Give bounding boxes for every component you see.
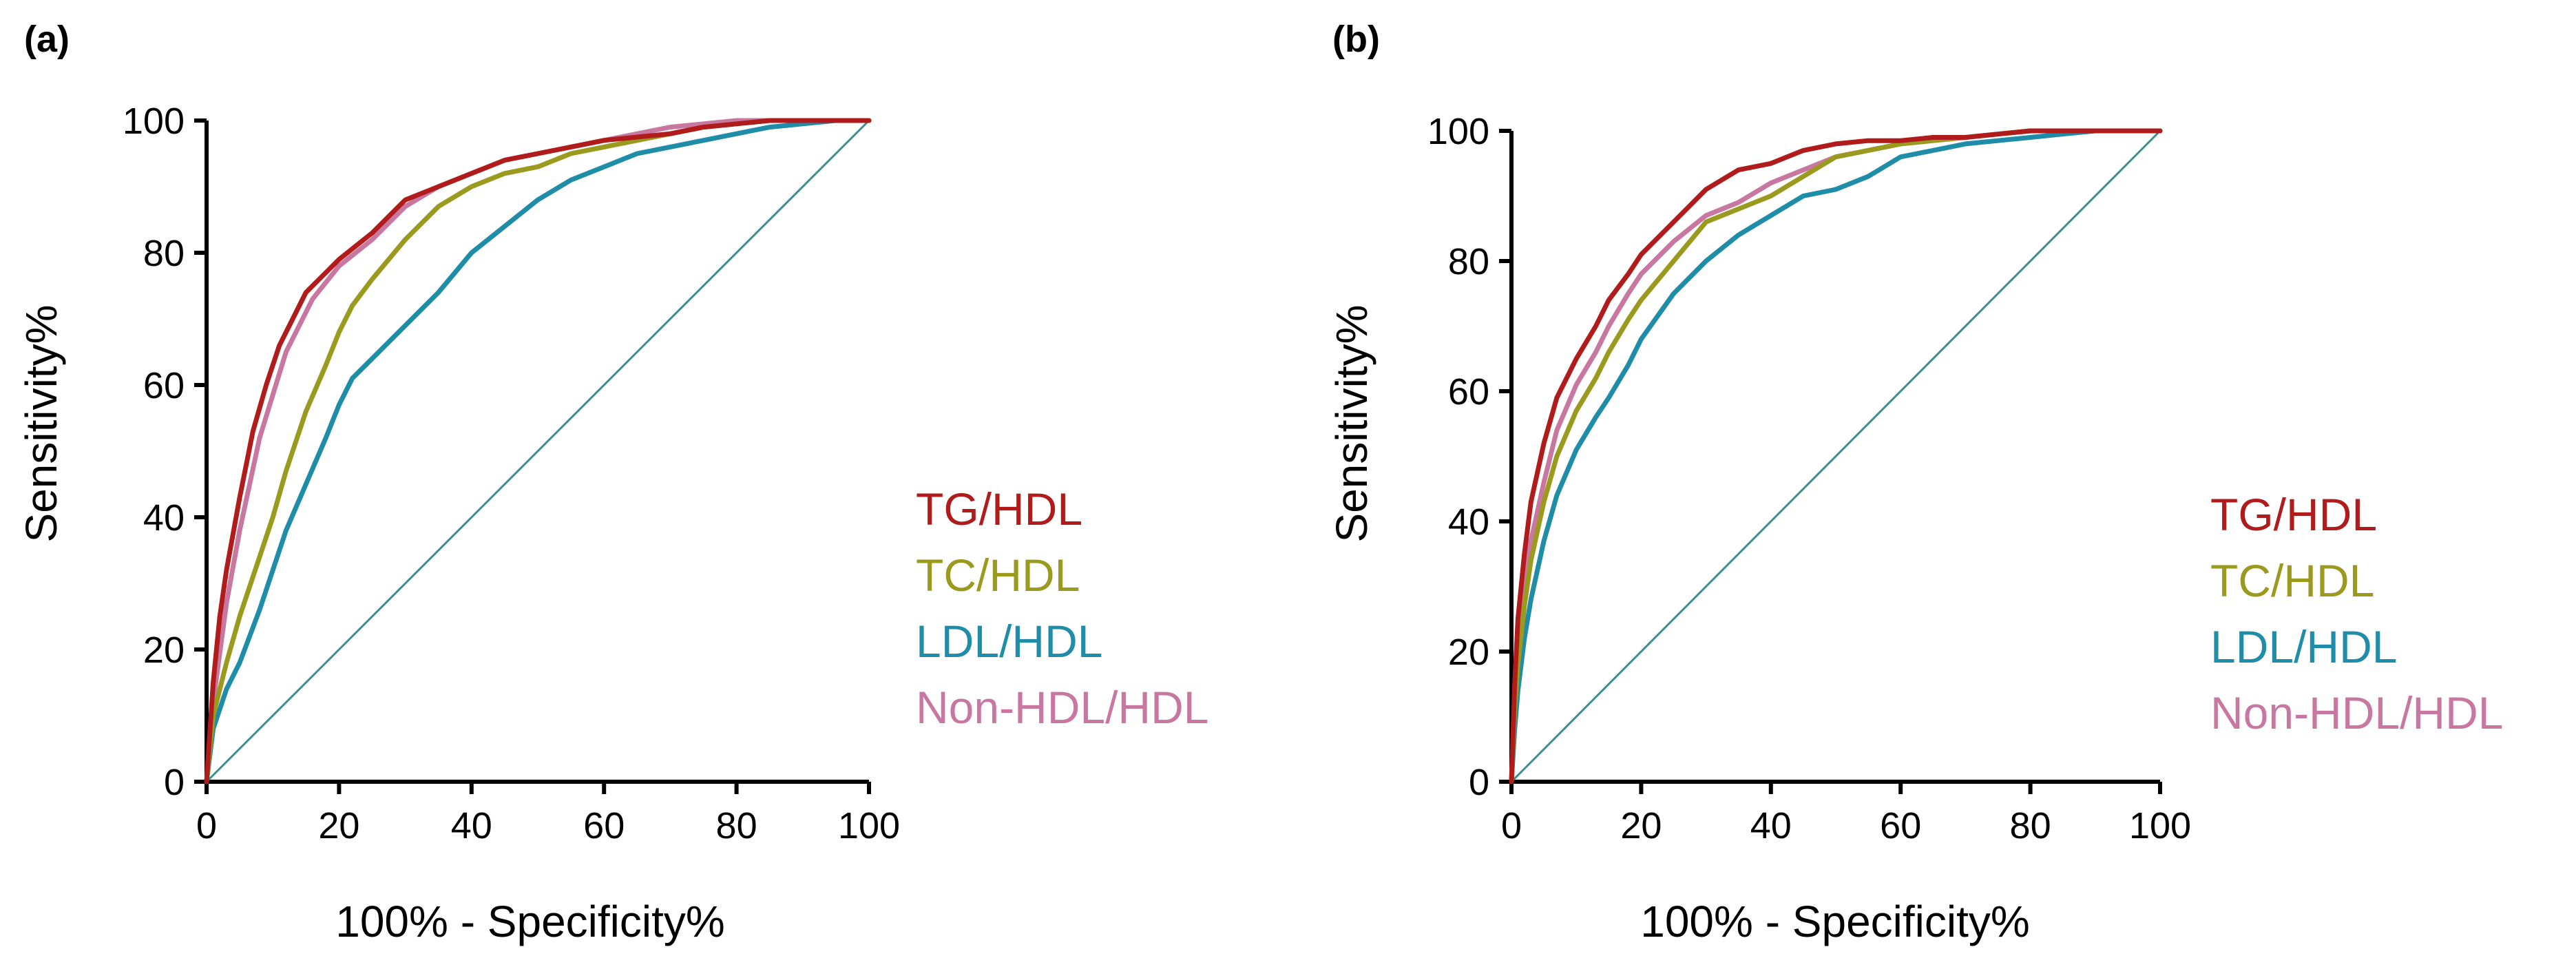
panel-b-plot: 0 20 40 60 80 100 0 20 40 60 80 100 bbox=[1427, 111, 2191, 846]
panel-a-legend-ldl-hdl: LDL/HDL bbox=[916, 616, 1102, 667]
panel-b-x-tick-label: 80 bbox=[2010, 805, 2051, 846]
panel-b-x-tick-label: 40 bbox=[1750, 805, 1792, 846]
panel-b-legend: TG/HDL TC/HDL LDL/HDL Non-HDL/HDL bbox=[2210, 489, 2503, 738]
panel-a-x-tick-label: 20 bbox=[318, 805, 359, 846]
panel-a-y-tick-label: 20 bbox=[143, 630, 185, 671]
panel-b-label: (b) bbox=[1332, 19, 1380, 60]
panel-a-y-tick-label: 0 bbox=[164, 762, 185, 803]
panel-a-reference-line bbox=[205, 119, 870, 783]
panel-a-plot: 0 20 40 60 80 100 0 20 40 60 80 100 bbox=[123, 101, 900, 846]
panel-b-x-tick-label: 20 bbox=[1620, 805, 1662, 846]
panel-b-legend-ldl-hdl: LDL/HDL bbox=[2210, 621, 2397, 672]
panel-a-x-tick-label: 100 bbox=[838, 805, 900, 846]
panel-b-y-tick-label: 20 bbox=[1448, 632, 1489, 673]
panel-a-y-tick-label: 80 bbox=[143, 233, 185, 274]
panel-b-y-tick-label: 40 bbox=[1448, 501, 1489, 543]
panel-a-legend-tc-hdl: TC/HDL bbox=[916, 550, 1080, 601]
panel-b-series-ldl-hdl bbox=[1509, 128, 2163, 784]
panel-a-series-ldl-hdl bbox=[204, 118, 872, 784]
panel-a-y-tick-label: 60 bbox=[143, 365, 185, 406]
panel-b: (b) 0 20 40 60 80 100 0 20 40 60 80 100 100% - Spec… bbox=[1327, 19, 2503, 946]
panel-a-y-tick-label: 100 bbox=[123, 101, 185, 142]
panel-b-y-tick-label: 0 bbox=[1469, 762, 1489, 803]
panel-b-y-tick-label: 100 bbox=[1427, 111, 1489, 152]
panel-b-series-tg-hdl bbox=[1509, 128, 2163, 784]
panel-b-y-tick-label: 80 bbox=[1448, 241, 1489, 282]
panel-b-legend-non-hdl-hdl: Non-HDL/HDL bbox=[2210, 687, 2503, 738]
panel-b-x-axis-title: 100% - Specificity% bbox=[1640, 897, 2030, 946]
panel-b-y-axis-title: Sensitivity% bbox=[1327, 305, 1376, 543]
panel-a-x-axis-title: 100% - Specificity% bbox=[335, 897, 725, 946]
panel-a-legend-non-hdl-hdl: Non-HDL/HDL bbox=[916, 682, 1208, 733]
panel-a-series-tg-hdl bbox=[204, 118, 872, 784]
panel-a-y-axis-title: Sensitivity% bbox=[17, 305, 66, 543]
panel-a-y-tick-label: 40 bbox=[143, 497, 185, 539]
panel-b-x-tick-label: 60 bbox=[1880, 805, 1921, 846]
panel-b-x-tick-label: 100 bbox=[2129, 805, 2191, 846]
panel-a-legend: TG/HDL TC/HDL LDL/HDL Non-HDL/HDL bbox=[916, 483, 1208, 733]
panel-a-x-tick-label: 0 bbox=[196, 805, 217, 846]
panel-a: (a) 0 20 40 60 80 100 0 20 40 60 80 100 100% - Spec… bbox=[17, 19, 1208, 946]
panel-b-legend-tc-hdl: TC/HDL bbox=[2210, 555, 2374, 606]
panel-b-y-tick-label: 60 bbox=[1448, 371, 1489, 413]
panel-b-reference-line bbox=[1510, 129, 2161, 783]
panel-a-legend-tg-hdl: TG/HDL bbox=[916, 483, 1082, 534]
panel-b-legend-tg-hdl: TG/HDL bbox=[2210, 489, 2377, 540]
panel-a-x-tick-label: 60 bbox=[583, 805, 625, 846]
panel-b-x-tick-label: 0 bbox=[1501, 805, 1522, 846]
panel-a-x-tick-label: 40 bbox=[451, 805, 492, 846]
panel-a-label: (a) bbox=[24, 19, 70, 60]
panel-a-x-tick-label: 80 bbox=[716, 805, 757, 846]
